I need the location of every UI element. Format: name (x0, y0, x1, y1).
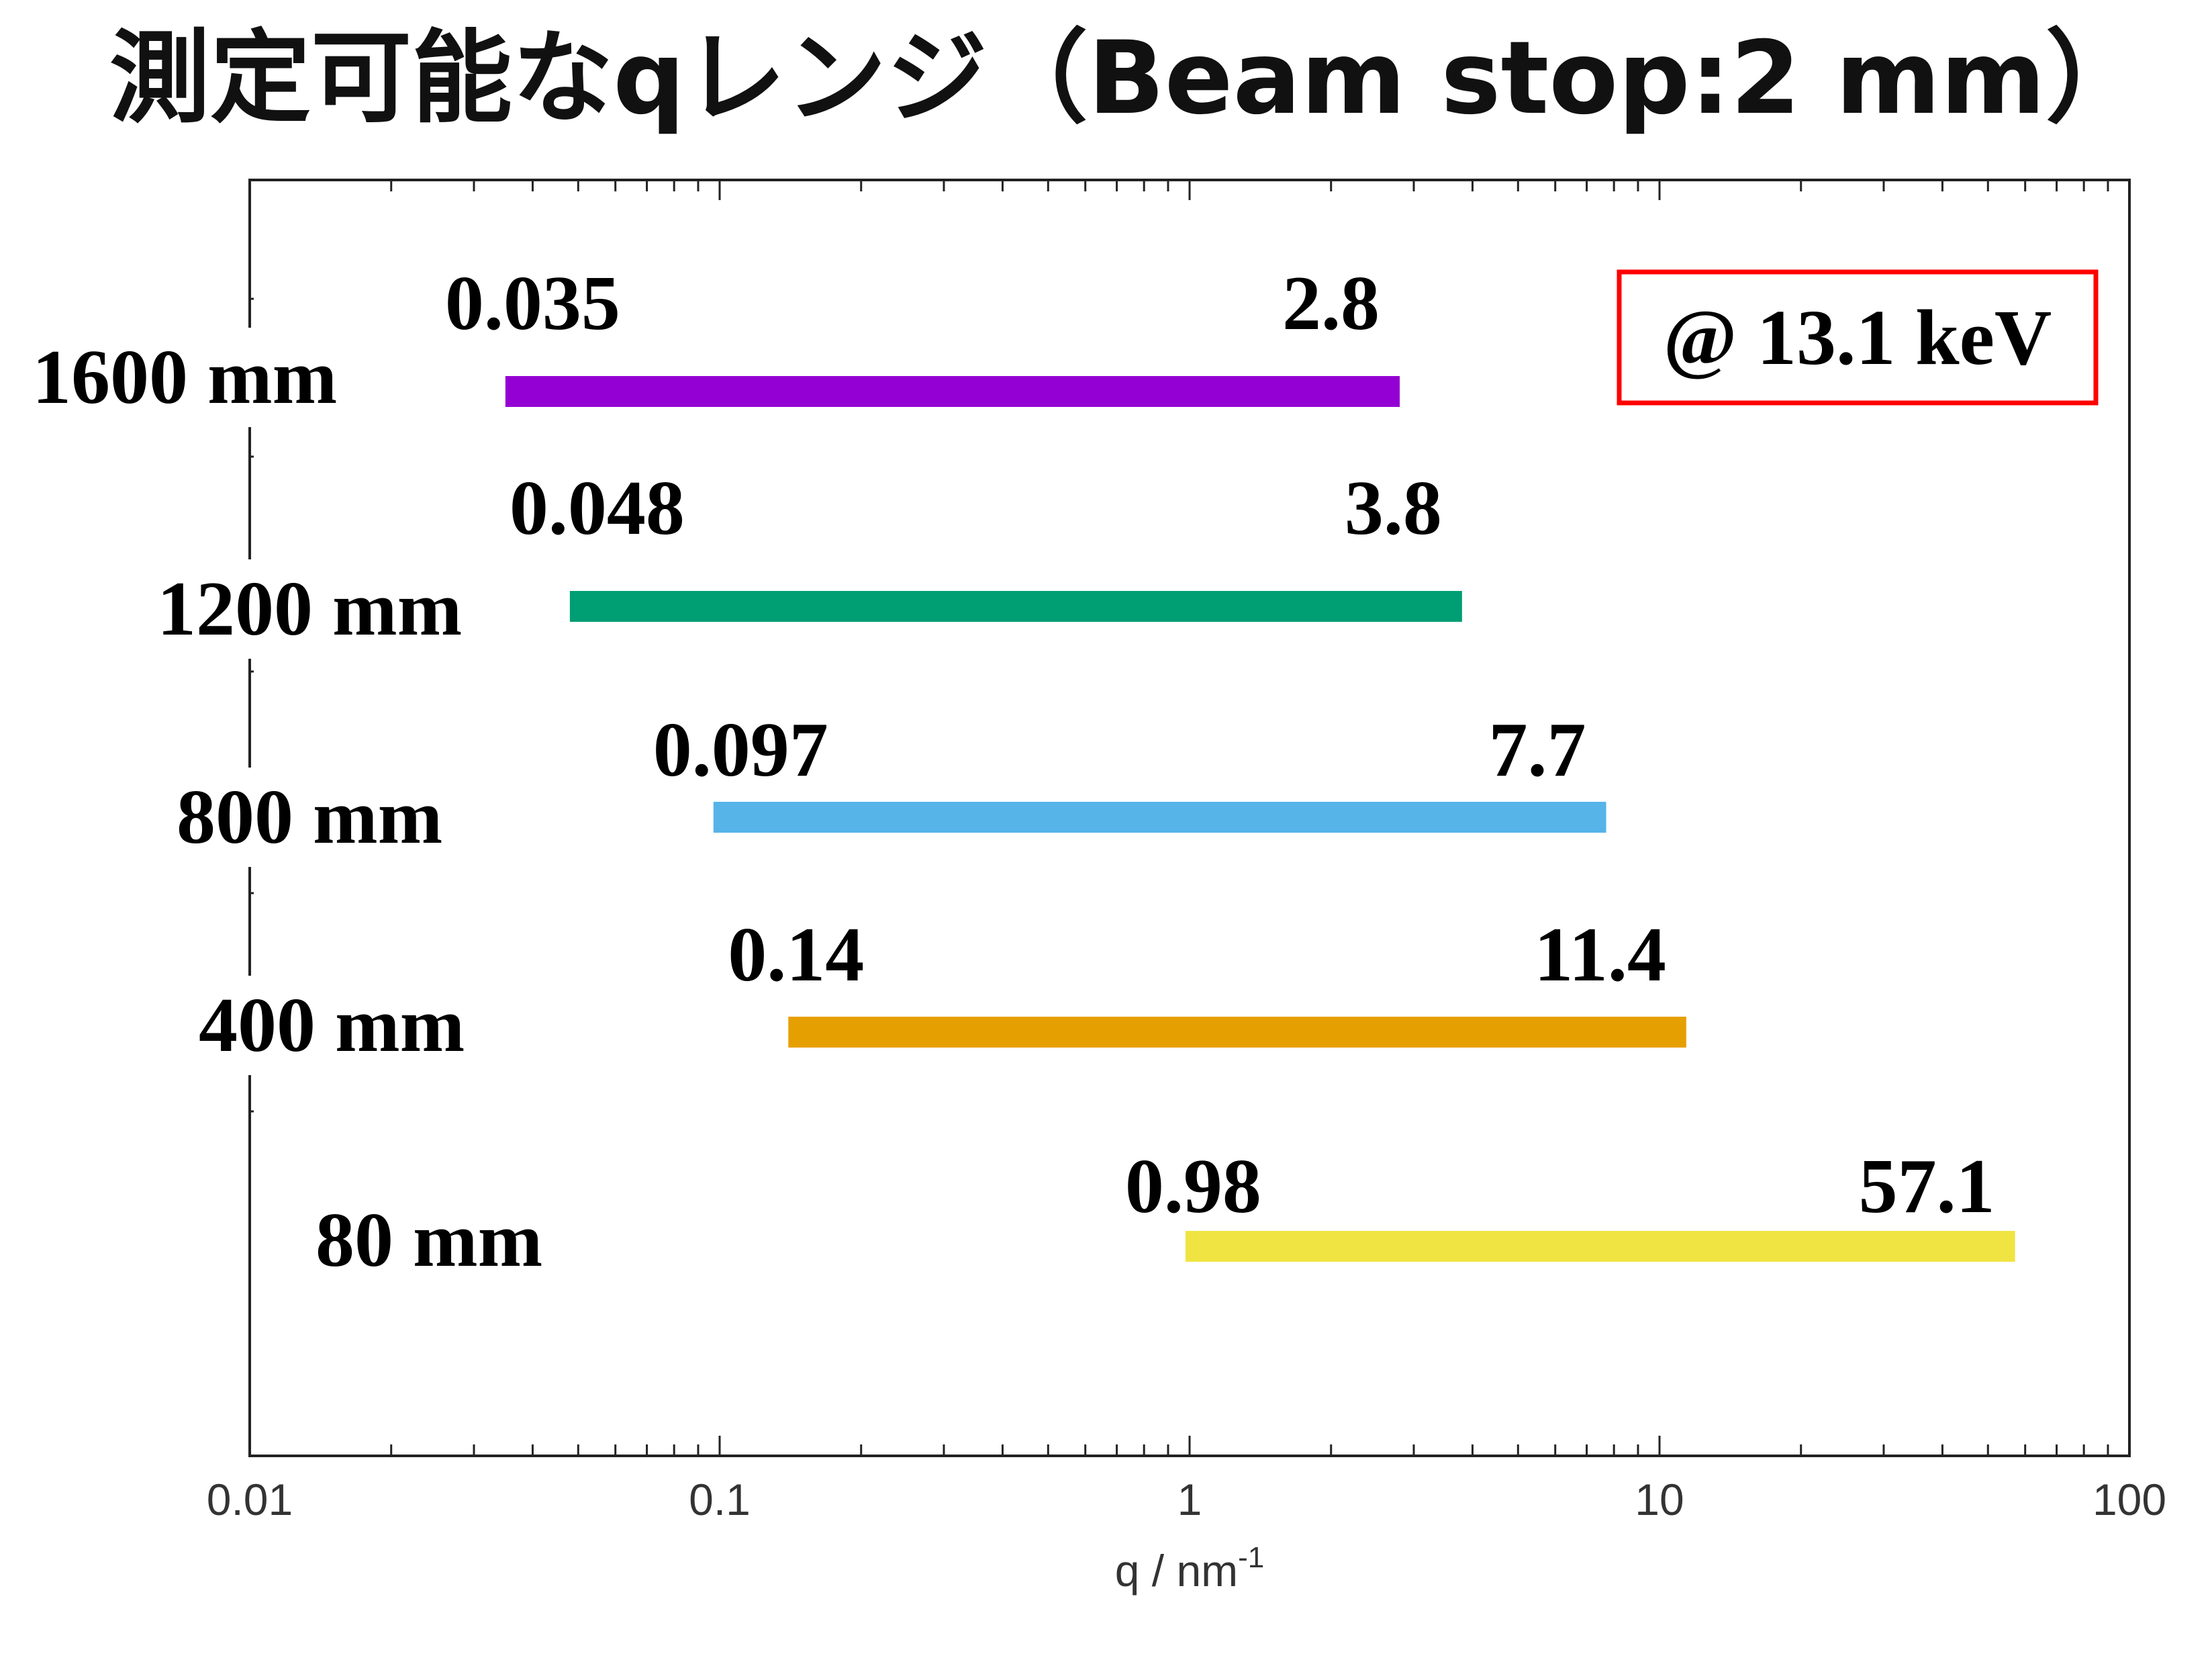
x-axis-ticks: 0.01 0.1 1 10 100 (207, 180, 2166, 1524)
q-min-label-80-mm: 0.98 (1125, 1144, 1261, 1230)
range-labels: 0.035 2.8 1600 mm 0.048 3.8 1200 mm 0.097 7.7 80… (21, 261, 1995, 1290)
range-bars (505, 376, 2015, 1262)
x-tick-label: 0.1 (689, 1475, 751, 1524)
category-label-80-mm: 80 mm (316, 1197, 542, 1283)
q-max-label-400-mm: 11.4 (1534, 912, 1666, 998)
q-min-label-1200-mm: 0.048 (510, 465, 685, 551)
x-axis-label-main: q / nm (1115, 1546, 1238, 1596)
q-max-label-80-mm: 57.1 (1859, 1144, 1995, 1230)
x-tick-label: 100 (2093, 1475, 2166, 1524)
category-label-1200-mm: 1200 mm (157, 566, 462, 652)
category-label-800-mm: 800 mm (177, 774, 442, 860)
range-bar-1600-mm (505, 376, 1400, 407)
annotation-box (1617, 269, 2099, 406)
category-label-background (21, 328, 348, 427)
range-bar-1200-mm (569, 591, 1462, 622)
q-max-label-800-mm: 7.7 (1489, 707, 1586, 793)
q-min-label-1600-mm: 0.035 (445, 261, 620, 347)
annotation-text: @ 13.1 keV (1664, 293, 2052, 381)
x-tick-label: 0.01 (207, 1475, 293, 1524)
category-label-background (146, 559, 473, 659)
category-label-400-mm: 400 mm (199, 982, 465, 1068)
q-max-label-1600-mm: 2.8 (1282, 261, 1380, 347)
q-max-label-1200-mm: 3.8 (1345, 465, 1442, 551)
x-tick-label: 1 (1177, 1475, 1202, 1524)
category-label-background (305, 1191, 554, 1290)
range-bar-800-mm (713, 802, 1606, 833)
range-bar-400-mm (788, 1017, 1686, 1048)
x-tick-label: 10 (1635, 1475, 1684, 1524)
q-min-label-800-mm: 0.097 (653, 707, 828, 793)
range-bar-80-mm (1185, 1231, 2015, 1262)
x-axis-label: q / nm-1 (1115, 1541, 1265, 1596)
category-label-background (166, 768, 454, 867)
category-label-1600-mm: 1600 mm (32, 334, 337, 420)
x-axis-label-superscript: -1 (1238, 1541, 1264, 1574)
category-label-background (188, 976, 476, 1075)
chart-title: 測定可能なqレンジ（Beam stop:2 mm） (109, 20, 2146, 137)
q-min-label-400-mm: 0.14 (728, 912, 864, 998)
